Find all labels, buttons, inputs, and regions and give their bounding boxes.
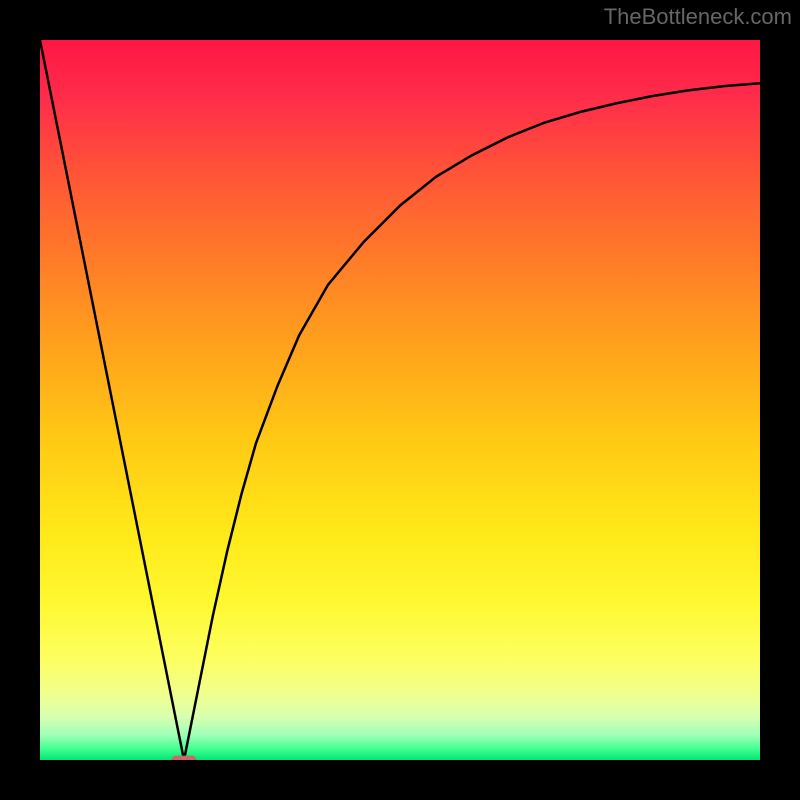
minimum-marker [171, 756, 196, 760]
curve-layer [40, 40, 760, 760]
watermark-text: TheBottleneck.com [604, 4, 792, 30]
bottleneck-curve [40, 40, 760, 760]
chart-container: TheBottleneck.com [0, 0, 800, 800]
plot-area [40, 40, 760, 760]
